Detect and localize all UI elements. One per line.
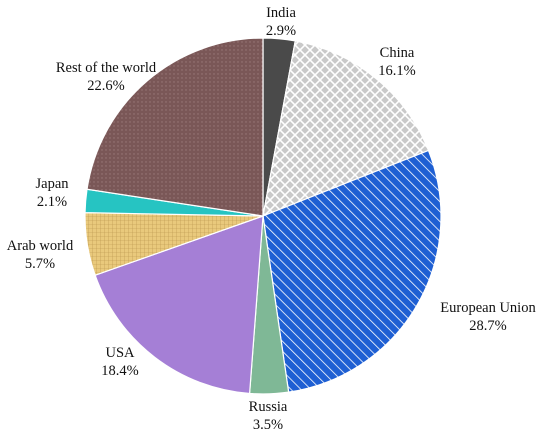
slice-european-union-label: European Union 28.7%: [440, 300, 536, 334]
slice-arab-world-percent: 5.7%: [25, 256, 55, 272]
slice-arab-world-label: Arab world 5.7%: [7, 238, 74, 272]
slice-usa-label: USA 18.4%: [101, 345, 138, 379]
slice-russia-percent: 3.5%: [253, 417, 283, 433]
slice-china-name: China: [380, 45, 415, 61]
slice-rest-of-the-world-percent: 22.6%: [87, 78, 124, 94]
slice-rest-of-the-world: [86, 37, 264, 217]
slice-usa-percent: 18.4%: [101, 363, 138, 379]
slice-rest-of-the-world-label: Rest of the world 22.6%: [56, 60, 157, 94]
slice-japan-percent: 2.1%: [37, 194, 67, 210]
slice-usa: [94, 215, 264, 395]
slice-european-union: [262, 149, 442, 393]
slice-china-percent: 16.1%: [378, 63, 415, 79]
slice-european-union-percent: 28.7%: [469, 318, 506, 334]
slice-india-label: India 2.9%: [266, 5, 297, 39]
slice-india-name: India: [266, 5, 296, 21]
slice-japan-label: Japan 2.1%: [35, 176, 69, 210]
slice-arab-world-name: Arab world: [7, 238, 74, 254]
slice-usa-name: USA: [105, 345, 135, 361]
slice-european-union-name: European Union: [440, 300, 536, 316]
slice-japan-name: Japan: [35, 176, 69, 192]
slice-rest-of-the-world-name: Rest of the world: [56, 60, 157, 76]
slice-china: [262, 40, 430, 217]
slice-russia-label: Russia 3.5%: [249, 399, 288, 433]
slice-russia-name: Russia: [249, 399, 288, 415]
slice-india-percent: 2.9%: [266, 23, 296, 39]
slice-china-label: China 16.1%: [378, 45, 415, 79]
